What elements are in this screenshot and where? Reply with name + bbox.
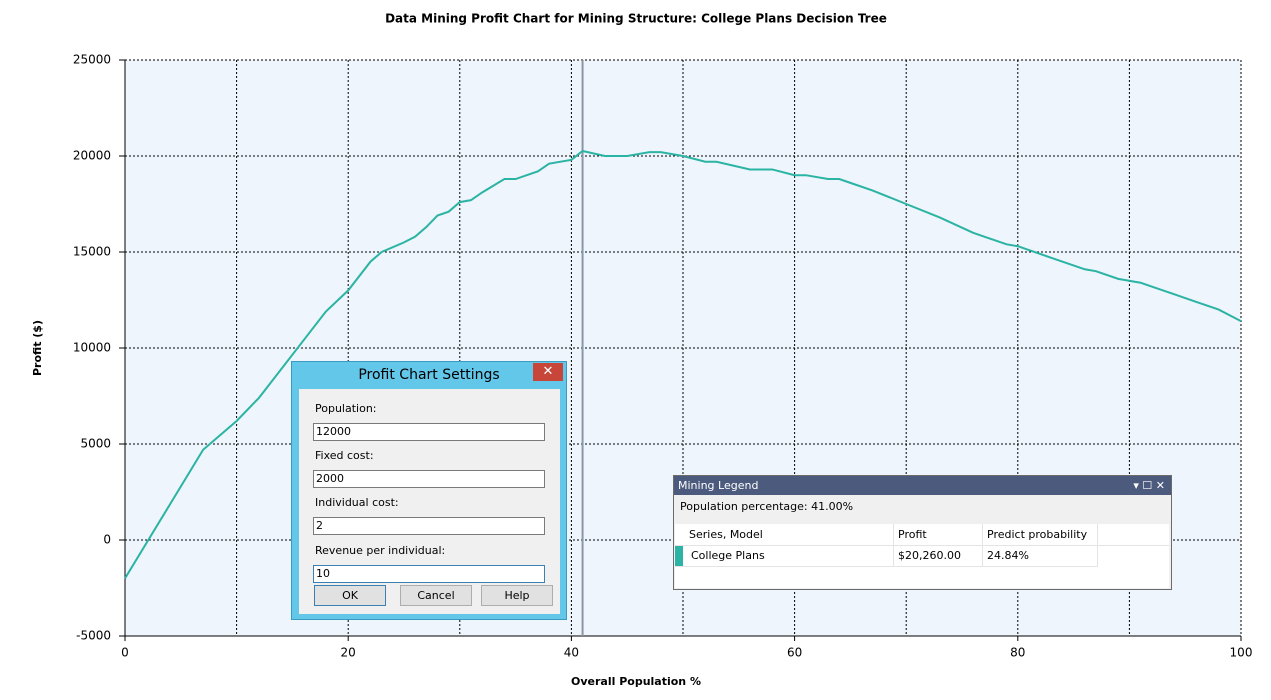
- y-tick-label: 5000: [80, 437, 111, 451]
- x-tick-label: 20: [341, 646, 356, 660]
- column-header: Series, Model: [675, 524, 894, 546]
- probability-cell: 24.84%: [982, 545, 1098, 568]
- y-tick-label: 25000: [73, 53, 111, 67]
- close-button[interactable]: ✕: [533, 363, 563, 381]
- series-swatch: [675, 545, 683, 566]
- field-label: Population:: [315, 402, 377, 415]
- profit-cell: $20,260.00: [893, 545, 983, 568]
- x-tick-label: 100: [1230, 646, 1253, 660]
- table-filler: [1098, 545, 1170, 567]
- legend-title: Mining Legend: [674, 476, 1171, 495]
- settings-dialog: Profit Chart Settings ✕ Population: 1200…: [291, 361, 567, 620]
- x-tick-label: 60: [787, 646, 802, 660]
- table-filler: [1097, 524, 1169, 546]
- y-tick-label: -5000: [76, 629, 111, 643]
- series-line: [124, 149, 1242, 579]
- table-filler: [675, 567, 1169, 588]
- x-tick-label: 40: [564, 646, 579, 660]
- y-tick-label: 10000: [73, 341, 111, 355]
- legend-summary: Population percentage: 41.00%: [680, 500, 854, 513]
- field-label: Individual cost:: [315, 496, 399, 509]
- column-header: Profit: [893, 524, 983, 546]
- field-label: Revenue per individual:: [315, 544, 446, 557]
- dialog-title: Profit Chart Settings: [358, 367, 500, 383]
- x-axis-label: Overall Population %: [571, 675, 701, 688]
- x-tick-label: 80: [1010, 646, 1025, 660]
- window-controls[interactable]: ▾ ☐ ✕: [1133, 479, 1165, 492]
- y-axis-label: Profit ($): [31, 320, 44, 376]
- x-tick-label: 0: [121, 646, 129, 660]
- text-field[interactable]: 10: [313, 565, 545, 583]
- column-header: Predict probability: [982, 524, 1098, 546]
- series-name: College Plans: [691, 548, 765, 562]
- help-button[interactable]: Help: [481, 585, 553, 606]
- dialog-panel: Population: 12000 Fixed cost: 2000 Indiv…: [299, 389, 560, 614]
- legend-table: Series, Model Profit Predict probability…: [675, 524, 1169, 588]
- ok-button[interactable]: OK: [314, 585, 386, 606]
- text-field[interactable]: 2000: [313, 470, 545, 488]
- field-label: Fixed cost:: [315, 449, 374, 462]
- text-field[interactable]: 2: [313, 517, 545, 535]
- mining-legend: Mining Legend ▾ ☐ ✕ Population percentag…: [673, 475, 1172, 590]
- chart-title: Data Mining Profit Chart for Mining Stru…: [385, 12, 887, 26]
- y-tick-label: 15000: [73, 245, 111, 259]
- y-tick-label: 0: [103, 533, 111, 547]
- y-tick-label: 20000: [73, 149, 111, 163]
- cancel-button[interactable]: Cancel: [400, 585, 472, 606]
- series-cell: College Plans: [675, 545, 894, 568]
- text-field[interactable]: 12000: [313, 423, 545, 441]
